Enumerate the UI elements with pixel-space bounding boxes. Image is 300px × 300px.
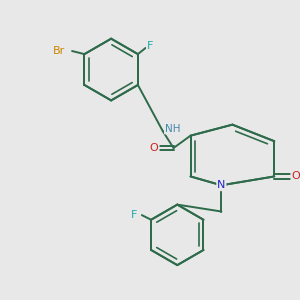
Text: O: O bbox=[292, 172, 300, 182]
Text: F: F bbox=[147, 41, 153, 51]
Text: Br: Br bbox=[53, 46, 65, 56]
Text: F: F bbox=[131, 210, 137, 220]
Text: NH: NH bbox=[165, 124, 180, 134]
Text: O: O bbox=[150, 143, 158, 153]
Text: N: N bbox=[217, 180, 226, 190]
